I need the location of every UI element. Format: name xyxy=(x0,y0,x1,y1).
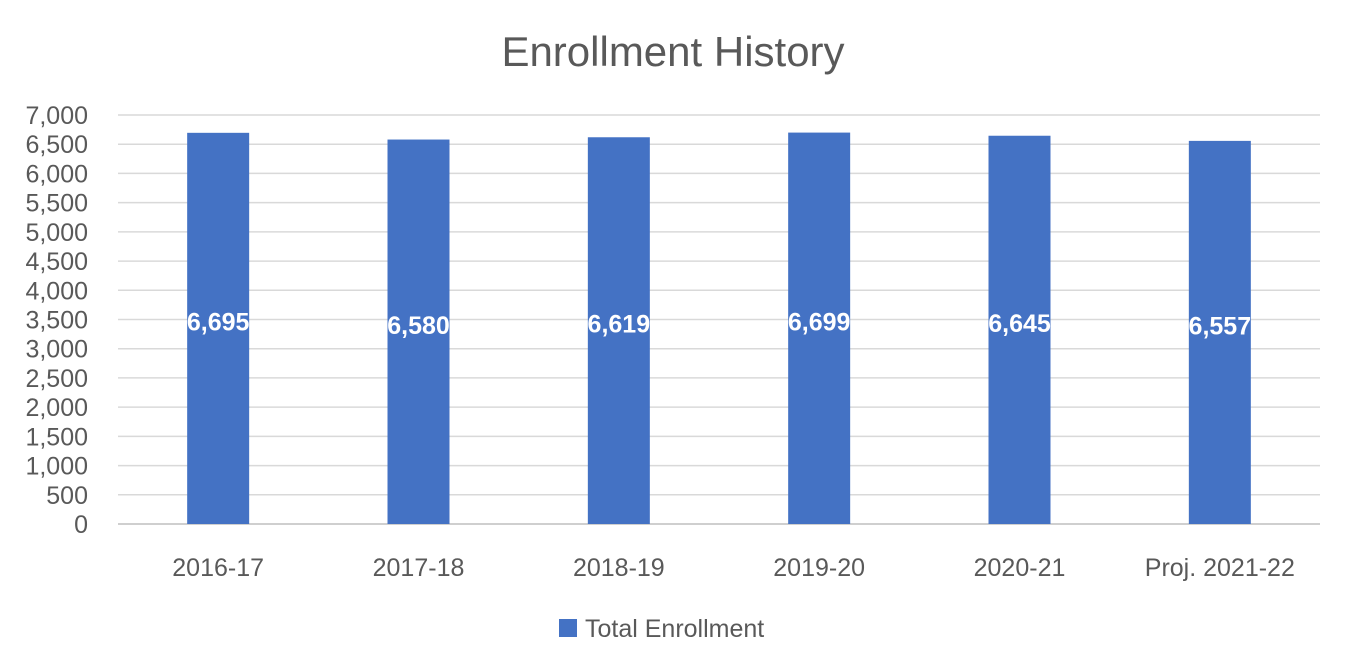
y-tick-label: 1,000 xyxy=(25,453,88,481)
y-tick-label: 2,500 xyxy=(25,365,88,393)
legend-swatch-total-enrollment xyxy=(559,619,577,637)
data-label: 6,580 xyxy=(387,312,450,340)
y-tick-label: 2,000 xyxy=(25,394,88,422)
y-tick-label: 5,000 xyxy=(25,219,88,247)
y-tick-label: 5,500 xyxy=(25,190,88,218)
y-tick-label: 7,000 xyxy=(25,102,88,130)
y-tick-label: 4,000 xyxy=(25,277,88,305)
x-category-label: 2018-19 xyxy=(573,554,665,582)
x-category-label: 2020-21 xyxy=(974,554,1066,582)
gridlines xyxy=(118,114,1320,496)
y-axis-tick-labels: 05001,0001,5002,0002,5003,0003,5004,0004… xyxy=(25,102,88,539)
bar-2019-20 xyxy=(788,132,851,524)
y-tick-label: 0 xyxy=(74,511,88,539)
x-category-label: 2016-17 xyxy=(172,554,264,582)
x-category-label: Proj. 2021-22 xyxy=(1145,554,1295,582)
data-label: 6,699 xyxy=(788,308,851,336)
chart-title: Enrollment History xyxy=(501,28,844,75)
y-tick-label: 1,500 xyxy=(25,423,88,451)
bar-2017-18 xyxy=(387,139,450,525)
y-tick-label: 6,500 xyxy=(25,131,88,159)
x-category-label: 2019-20 xyxy=(773,554,865,582)
data-labels: 6,695 6,580 6,619 6,699 6,645 6,557 xyxy=(187,308,1251,340)
bar-proj-2021-22 xyxy=(1188,140,1251,524)
bar-2018-19 xyxy=(587,137,650,524)
y-tick-label: 500 xyxy=(46,482,88,510)
data-label: 6,645 xyxy=(988,310,1051,338)
x-category-label: 2017-18 xyxy=(373,554,465,582)
y-tick-label: 6,000 xyxy=(25,160,88,188)
y-tick-label: 3,000 xyxy=(25,336,88,364)
data-label: 6,619 xyxy=(588,311,651,339)
x-axis-category-labels: 2016-17 2017-18 2018-19 2019-20 2020-21 Proj.… xyxy=(172,554,1295,582)
bar-2020-21 xyxy=(988,135,1051,525)
legend: Total Enrollment xyxy=(559,615,764,643)
data-label: 6,695 xyxy=(187,308,250,336)
legend-label-total-enrollment: Total Enrollment xyxy=(585,615,764,643)
y-tick-label: 3,500 xyxy=(25,307,88,335)
y-tick-label: 4,500 xyxy=(25,248,88,276)
data-label: 6,557 xyxy=(1189,312,1252,340)
bars xyxy=(187,132,1251,525)
bar-2016-17 xyxy=(187,132,250,524)
